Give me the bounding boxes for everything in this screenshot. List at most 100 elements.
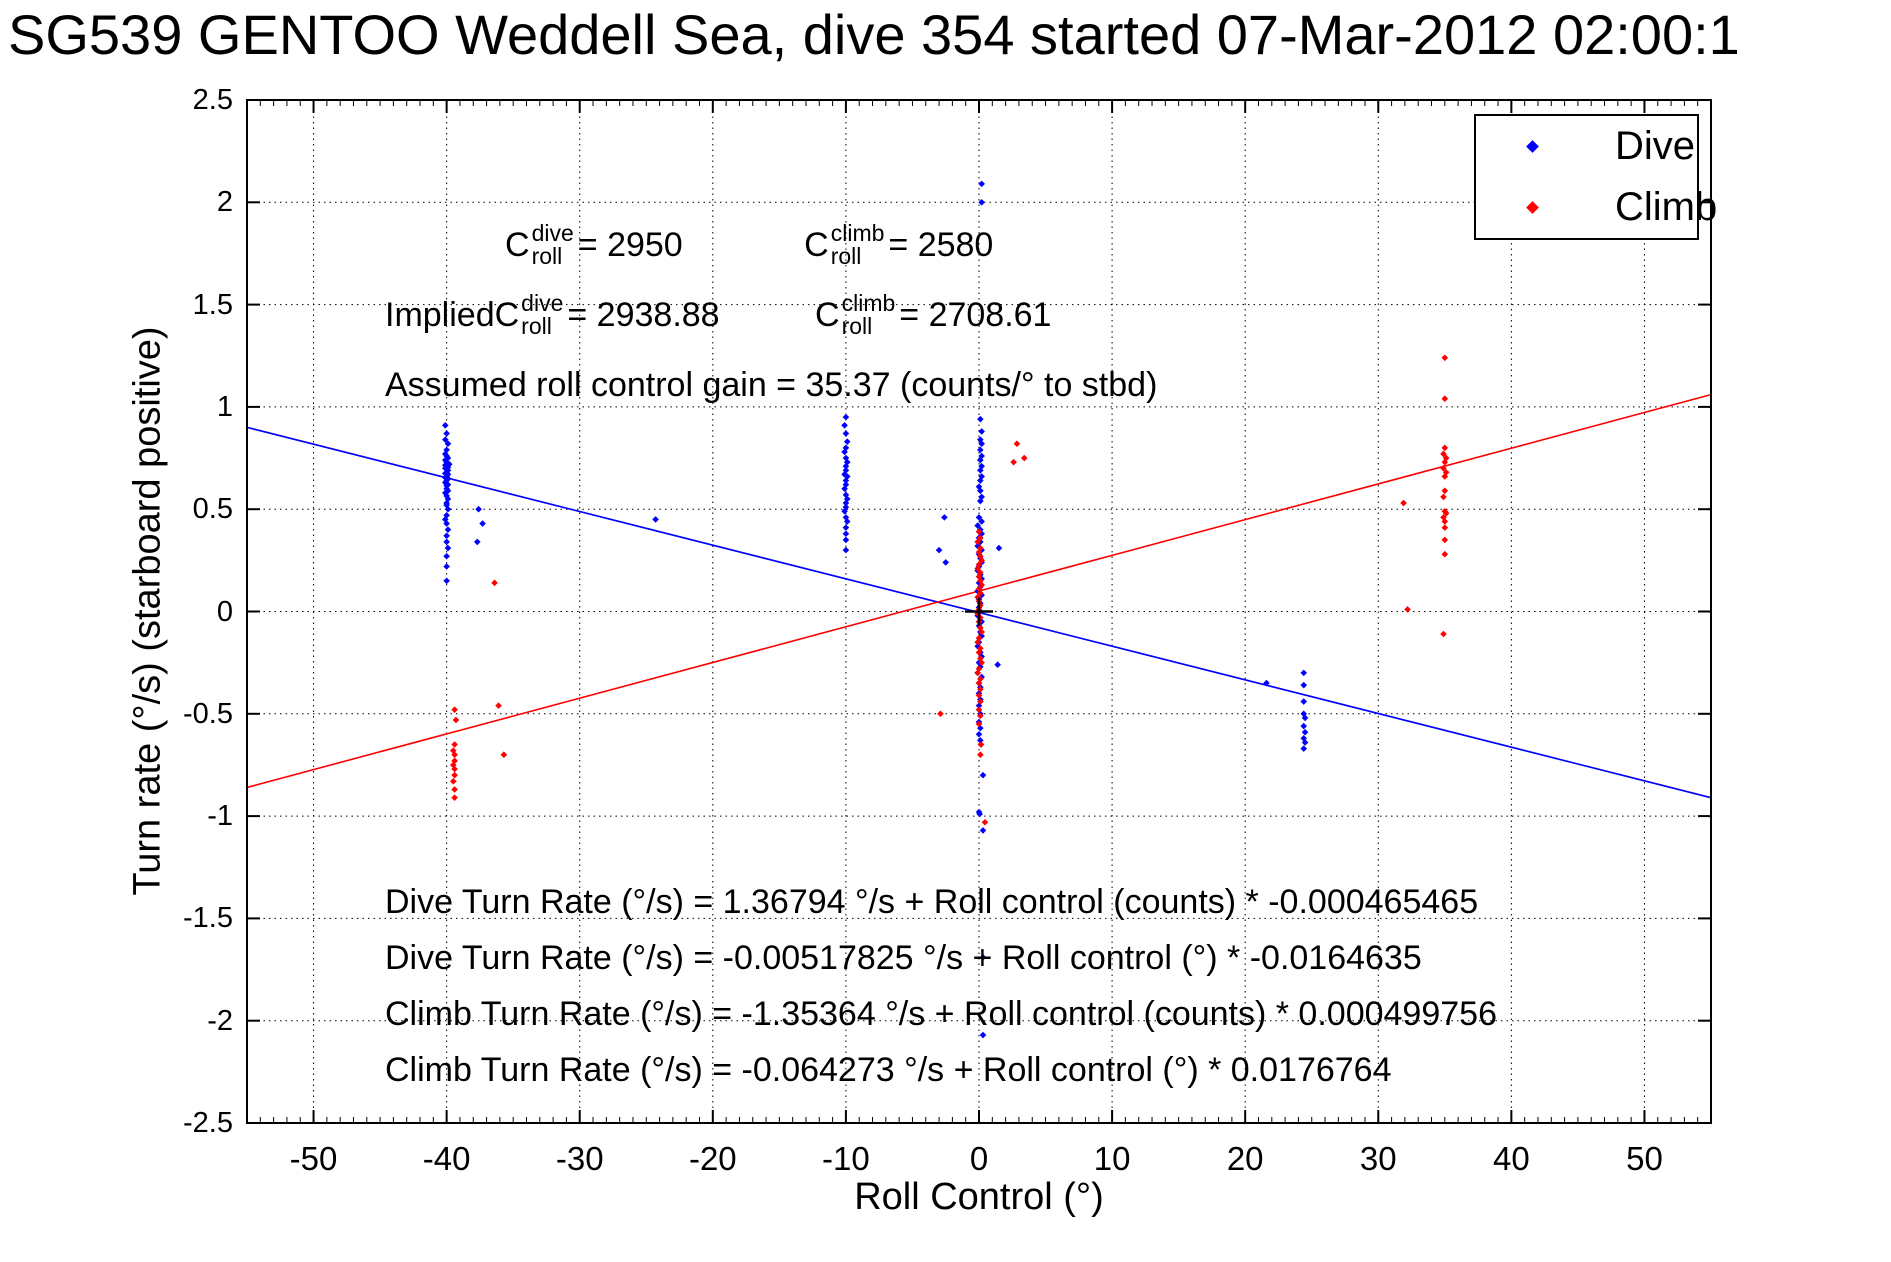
scatter-point-dive bbox=[1301, 728, 1309, 736]
scatter-point-dive bbox=[1300, 681, 1308, 689]
c-sub: roll bbox=[830, 243, 862, 269]
annotation-c-roll-current: C dive roll = 2950 C climb roll = 2580 bbox=[505, 222, 993, 268]
x-tick-label: 30 bbox=[1359, 1140, 1397, 1177]
scatter-point-climb bbox=[975, 573, 983, 581]
scatter-point-climb bbox=[978, 557, 985, 564]
x-tick-label: -10 bbox=[822, 1140, 870, 1177]
scatter-point-dive bbox=[974, 522, 981, 529]
scatter-point-dive bbox=[977, 737, 984, 744]
scatter-point-dive bbox=[975, 730, 983, 738]
x-tick-label: 0 bbox=[969, 1140, 989, 1177]
scatter-point-dive bbox=[843, 458, 851, 466]
scatter-point-dive bbox=[444, 440, 452, 448]
scatter-point-dive bbox=[843, 518, 851, 525]
y-tick-label: 1.5 bbox=[192, 288, 233, 321]
scatter-point-dive bbox=[443, 563, 450, 570]
y-tick-label: 2.5 bbox=[192, 84, 233, 116]
scatter-point-dive bbox=[978, 440, 985, 448]
scatter-point-dive bbox=[1300, 745, 1308, 752]
scatter-point-dive bbox=[977, 477, 984, 484]
scatter-point-dive bbox=[977, 446, 984, 454]
scatter-point-dive bbox=[842, 477, 850, 484]
y-tick-label: 1 bbox=[216, 390, 233, 423]
scatter-point-dive bbox=[974, 642, 981, 650]
scatter-point-dive bbox=[842, 536, 850, 544]
scatter-point-dive bbox=[443, 430, 450, 437]
scatter-point-dive bbox=[444, 467, 452, 474]
scatter-point-dive bbox=[473, 538, 481, 546]
scatter-point-dive bbox=[442, 422, 449, 429]
scatter-point-dive bbox=[994, 661, 1001, 668]
legend-entry-climb: Climb bbox=[1476, 177, 1717, 238]
x-tick-label: 50 bbox=[1626, 1140, 1663, 1177]
equation-dive-counts: Dive Turn Rate (°/s) = 1.36794 °/s + Rol… bbox=[385, 883, 1479, 921]
scatter-point-dive bbox=[842, 413, 850, 421]
c-sup: dive bbox=[531, 220, 574, 246]
scatter-point-climb bbox=[977, 712, 984, 720]
equation-climb-degrees: Climb Turn Rate (°/s) = -0.064273 °/s + … bbox=[385, 1051, 1392, 1089]
scatter-point-dive bbox=[842, 524, 850, 531]
x-tick-label: -30 bbox=[555, 1140, 604, 1177]
scatter-point-climb bbox=[1440, 493, 1447, 501]
scatter-point-dive bbox=[979, 827, 987, 834]
scatter-point-dive bbox=[443, 532, 450, 540]
scatter-point-dive bbox=[475, 505, 482, 513]
scatter-point-dive bbox=[975, 483, 983, 490]
scatter-point-dive bbox=[975, 702, 983, 709]
scatter-point-climb bbox=[1441, 458, 1449, 466]
scatter-point-dive bbox=[444, 544, 452, 552]
c-sup: climb bbox=[841, 290, 896, 316]
scatter-point-dive bbox=[842, 530, 850, 538]
scatter-point-dive bbox=[977, 456, 984, 464]
scatter-point-climb bbox=[1441, 524, 1449, 531]
scatter-point-dive bbox=[995, 544, 1003, 552]
scatter-point-climb bbox=[975, 706, 983, 714]
scatter-point-dive bbox=[444, 487, 452, 495]
scatter-point-climb bbox=[491, 579, 498, 587]
y-tick-label: 0 bbox=[216, 595, 233, 628]
scatter-point-climb bbox=[1441, 550, 1449, 558]
c-sub: roll bbox=[521, 313, 552, 339]
scatter-point-dive bbox=[442, 436, 449, 443]
c-roll-dive-term: C dive roll = 2950 bbox=[505, 222, 683, 268]
scatter-point-dive bbox=[979, 953, 987, 961]
scatter-point-climb bbox=[937, 710, 944, 718]
scatter-point-climb bbox=[977, 685, 984, 693]
scatter-point-dive bbox=[1300, 669, 1308, 677]
scatter-point-climb bbox=[1441, 518, 1449, 525]
scatter-point-climb bbox=[451, 751, 458, 759]
scatter-point-dive bbox=[979, 771, 987, 779]
series-climb bbox=[449, 354, 1450, 826]
scatter-point-dive bbox=[442, 470, 449, 477]
c-value: = 2950 bbox=[577, 225, 683, 264]
scatter-point-climb bbox=[975, 692, 983, 699]
scatter-point-climb bbox=[1441, 395, 1449, 403]
scatter-point-climb bbox=[452, 716, 460, 724]
scatter-point-dive bbox=[443, 538, 450, 546]
c-base: C bbox=[815, 295, 840, 334]
scatter-point-dive bbox=[444, 475, 452, 482]
scatter-point-climb bbox=[1404, 606, 1411, 613]
scatter-point-climb bbox=[1020, 454, 1028, 462]
scatter-point-climb bbox=[451, 765, 458, 773]
implied-prefix: Implied bbox=[385, 295, 495, 334]
scatter-point-climb bbox=[975, 528, 983, 536]
x-axis-label: Roll Control (°) bbox=[854, 1176, 1104, 1218]
scatter-point-dive bbox=[443, 520, 450, 527]
c-base: C bbox=[494, 295, 520, 334]
scatter-point-dive bbox=[444, 526, 452, 533]
scatter-point-climb bbox=[1441, 473, 1449, 480]
scatter-point-dive bbox=[978, 428, 985, 435]
scatter-point-dive bbox=[444, 454, 452, 462]
series-dive bbox=[442, 180, 1309, 1039]
scatter-point-climb bbox=[974, 565, 981, 572]
scatter-point-dive bbox=[843, 438, 851, 445]
scatter-point-climb bbox=[978, 581, 985, 589]
scatter-point-dive bbox=[978, 180, 985, 188]
scatter-point-dive bbox=[444, 495, 452, 503]
scatter-point-dive bbox=[942, 559, 950, 566]
equation-dive-degrees: Dive Turn Rate (°/s) = -0.00517825 °/s +… bbox=[385, 939, 1422, 977]
c-base: C bbox=[804, 225, 829, 264]
y-tick-label: -2 bbox=[207, 1004, 233, 1037]
scatter-point-dive bbox=[1301, 714, 1309, 722]
